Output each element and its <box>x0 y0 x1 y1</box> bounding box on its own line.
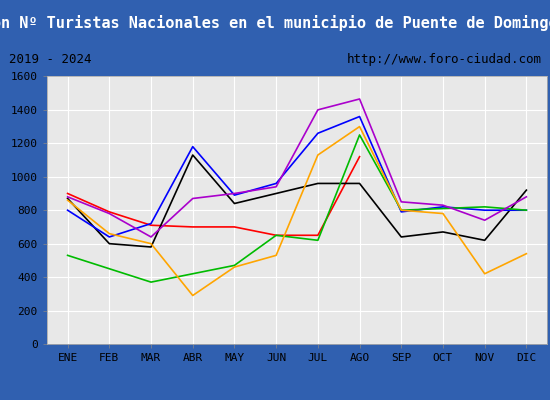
Text: Evolucion Nº Turistas Nacionales en el municipio de Puente de Domingo Flórez: Evolucion Nº Turistas Nacionales en el m… <box>0 15 550 31</box>
Text: http://www.foro-ciudad.com: http://www.foro-ciudad.com <box>346 53 541 66</box>
Text: 2019 - 2024: 2019 - 2024 <box>9 53 91 66</box>
